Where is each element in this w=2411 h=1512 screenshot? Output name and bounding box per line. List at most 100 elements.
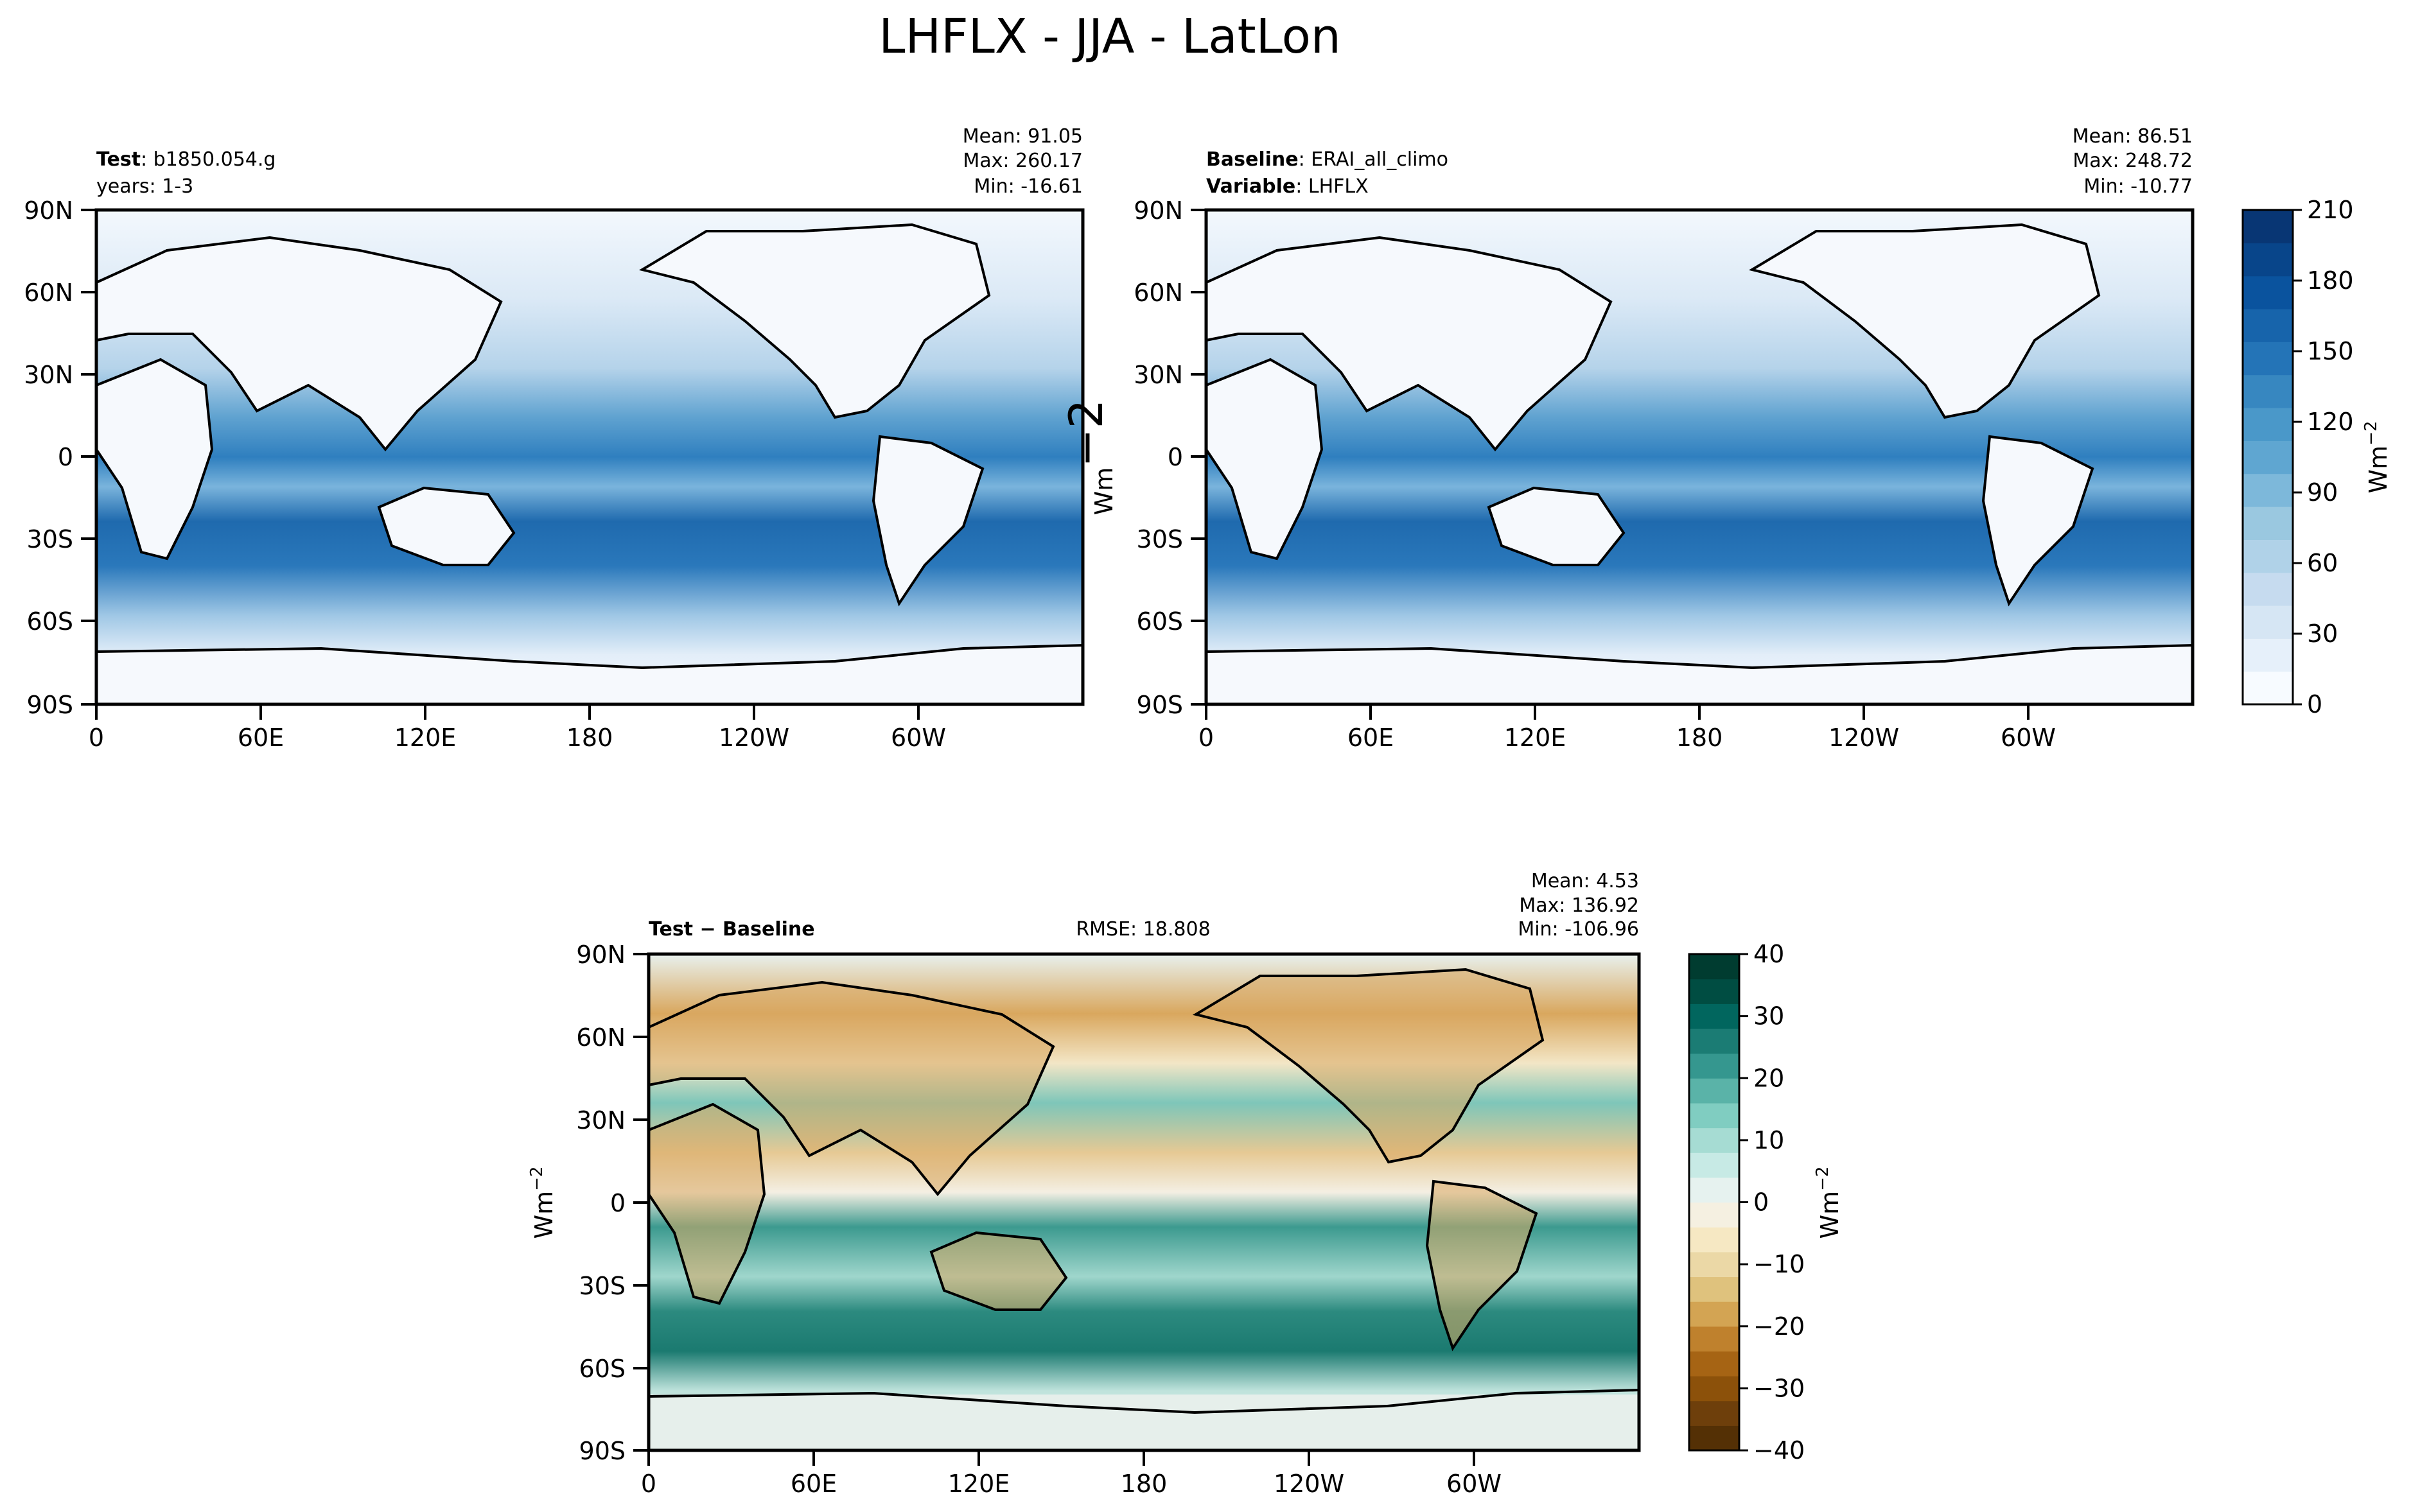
colorbar-segment (1689, 1102, 1739, 1129)
map-baseline (1204, 208, 2195, 706)
xtick-120E: 120E (948, 1470, 1010, 1498)
xtick-60W: 60W (1446, 1470, 1502, 1498)
header-baseline-line1: Baseline: ERAI_all_climo (1206, 148, 1448, 171)
colorbar-segment (1689, 1053, 1739, 1079)
colorbar-tick-label: −40 (1753, 1436, 1805, 1464)
y-ticks-difference (633, 953, 649, 1452)
x-ticks-baseline (1205, 704, 2030, 720)
xtick-120E: 120E (1504, 724, 1566, 752)
ytick-60S: 60S (27, 607, 73, 636)
panel-difference: Test − Baseline RMSE: 18.808 Mean: 4.53 … (527, 870, 1844, 1498)
stat-max: Max: 248.72 (2073, 150, 2193, 172)
stat-min: Min: -10.77 (2083, 175, 2193, 198)
colorbar-segment (1689, 954, 1739, 980)
ytick-60N: 60N (576, 1023, 626, 1052)
colorbar-tick-label: 40 (1753, 940, 1784, 968)
colorbar-frame (2241, 209, 2294, 706)
panel-test: Test: b1850.054.g years: 1-3 Mean: 91.05… (24, 125, 1085, 752)
ytick-0: 0 (610, 1189, 626, 1217)
colorbar-segment (2243, 309, 2293, 342)
colorbar-segment (2243, 275, 2293, 309)
colorbar-segment (2243, 638, 2293, 672)
xtick-180: 180 (566, 724, 613, 752)
header-diff-rmse: RMSE: 18.808 (1076, 918, 1210, 941)
colorbar-segment (1689, 1152, 1739, 1178)
colorbar-tick-label: 120 (2307, 408, 2354, 436)
colorbar-segment (2243, 342, 2293, 376)
colorbar-segment (1689, 1425, 1739, 1451)
colorbar-segment (1689, 1376, 1739, 1402)
y-ticks-test (81, 209, 96, 706)
ytick-30S: 30S (579, 1272, 626, 1300)
colorbar-tick-label: 30 (1753, 1002, 1784, 1030)
header-baseline-line2: Variable: LHFLX (1206, 175, 1369, 198)
xtick-60E: 60E (1347, 724, 1394, 752)
coastline-icon (95, 223, 1084, 706)
colorbar-segment (2243, 440, 2293, 474)
colorbar-segment (1689, 1028, 1739, 1054)
colorbar-segment (1689, 1202, 1739, 1228)
ytick-30S: 30S (1137, 525, 1183, 553)
ytick-0: 0 (58, 443, 73, 471)
colorbar-tick-label: 0 (2307, 690, 2322, 718)
colorbar-segment (1689, 1004, 1739, 1029)
colorbar-blues: 210 180 150 120 90 60 30 0 (2241, 196, 2354, 718)
y-ticks-baseline (1191, 209, 1206, 706)
y-tick-labels-test: 90N 60N 30N 0 30S 60S 90S (24, 196, 73, 719)
colorbar-label-brbg: Wm−2 (1813, 1167, 1844, 1239)
colorbar-tick-label: −30 (1753, 1374, 1805, 1402)
colorbar-segment (2243, 507, 2293, 540)
antarctica (649, 1395, 1639, 1450)
colorbar-tick-label: 150 (2307, 337, 2354, 365)
header-test-line1: Test: b1850.054.g (96, 148, 276, 171)
colorbar-segment (2243, 210, 2293, 243)
ytick-90S: 90S (1137, 691, 1183, 719)
colorbar-tick-label: −10 (1753, 1250, 1805, 1278)
header-diff-left: Test − Baseline (649, 918, 815, 941)
colorbar-segment (2243, 605, 2293, 639)
colorbar-segment (2243, 243, 2293, 277)
colorbar-tick-label: 210 (2307, 196, 2354, 224)
ytick-0: 0 (1168, 443, 1183, 471)
xtick-120W: 120W (1828, 724, 1899, 752)
xtick-60E: 60E (238, 724, 284, 752)
ytick-30S: 30S (27, 525, 73, 553)
stat-max: Max: 260.17 (963, 150, 1083, 172)
colorbar-segment (1689, 1127, 1739, 1153)
xtick-180: 180 (1121, 1470, 1168, 1498)
colorbar-tick-label: 10 (1753, 1126, 1784, 1154)
y-tick-labels-difference: 90N 60N 30N 0 30S 60S 90S (576, 941, 626, 1465)
figure-title: LHFLX - JJA - LatLon (879, 9, 1341, 64)
coastline-icon (647, 968, 1545, 1351)
xtick-120W: 120W (1274, 1470, 1344, 1498)
ytick-30N: 30N (576, 1106, 626, 1134)
xtick-60E: 60E (791, 1470, 837, 1498)
colorbar-tick-label: 180 (2307, 266, 2354, 295)
colorbar-segment (2243, 539, 2293, 573)
ytick-90S: 90S (579, 1437, 626, 1465)
colorbar-segment (2243, 572, 2293, 606)
ytick-90N: 90N (24, 196, 73, 225)
xtick-0: 0 (1198, 724, 1214, 752)
ytick-60N: 60N (1134, 279, 1183, 307)
coastline-icon (1205, 223, 2194, 706)
y-tick-labels-baseline: 90N 60N 30N 0 30S 60S 90S (1134, 196, 1183, 719)
xtick-60W: 60W (2001, 724, 2056, 752)
x-tick-labels-baseline: 0 60E 120E 180 120W 60W (1198, 724, 2056, 752)
stat-mean: Mean: 91.05 (963, 125, 1083, 148)
xtick-0: 0 (89, 724, 104, 752)
antarctica-coast (648, 1389, 1640, 1414)
stat-min: Min: -16.61 (974, 175, 1083, 198)
stat-mean: Mean: 86.51 (2073, 125, 2193, 148)
colorbar-segment (1689, 1276, 1739, 1302)
colorbar-segment (1689, 1251, 1739, 1278)
xtick-180: 180 (1676, 724, 1723, 752)
x-tick-labels-difference: 0 60E 120E 180 120W 60W (641, 1470, 1502, 1498)
x-ticks-difference (647, 1450, 1475, 1466)
ylabel-baseline: Wm−2 (1059, 399, 1118, 516)
colorbar-segment (1689, 1351, 1739, 1377)
x-tick-labels-test: 0 60E 120E 180 120W 60W (89, 724, 946, 752)
colorbar-segment (2243, 671, 2293, 705)
colorbar-segment (2243, 408, 2293, 441)
